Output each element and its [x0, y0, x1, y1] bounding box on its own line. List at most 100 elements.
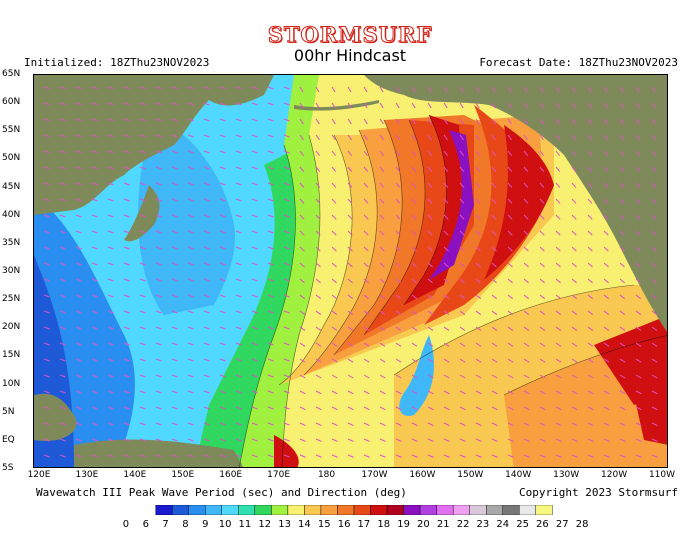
direction-vector	[603, 390, 610, 395]
direction-vector	[491, 134, 496, 141]
direction-vector	[507, 118, 512, 125]
direction-vector	[251, 166, 258, 170]
direction-vector	[587, 422, 594, 427]
direction-vector	[555, 342, 562, 347]
direction-vector	[507, 102, 512, 109]
direction-vector	[283, 214, 290, 218]
direction-vector	[491, 198, 497, 204]
direction-vector	[411, 326, 418, 331]
direction-vector	[299, 118, 304, 125]
direction-vector	[315, 310, 322, 315]
direction-vector	[315, 326, 322, 331]
direction-vector	[379, 374, 386, 379]
direction-vector	[235, 166, 242, 170]
direction-vector	[107, 86, 114, 90]
direction-vector	[571, 358, 578, 363]
direction-vector	[427, 150, 433, 157]
direction-vector	[395, 134, 400, 141]
direction-vector	[59, 326, 66, 330]
direction-vector	[379, 262, 385, 268]
direction-vector	[475, 246, 481, 252]
direction-vector	[187, 198, 194, 202]
direction-vector	[251, 230, 258, 234]
color-swatch	[403, 505, 421, 515]
lat-label: 30N	[2, 266, 21, 276]
direction-vector	[651, 198, 657, 204]
direction-vector	[523, 198, 529, 204]
direction-vector	[475, 102, 480, 109]
direction-vector	[491, 166, 497, 172]
direction-vector	[603, 214, 609, 220]
direction-vector	[91, 294, 98, 298]
lat-label: 60N	[2, 97, 21, 108]
direction-vector	[555, 406, 562, 411]
direction-vector	[587, 134, 592, 141]
direction-vector	[251, 118, 258, 122]
direction-vector	[539, 150, 545, 157]
direction-vector	[459, 230, 465, 236]
direction-vector	[555, 438, 562, 442]
direction-vector	[635, 406, 642, 411]
direction-vector	[539, 230, 545, 236]
direction-vector	[43, 454, 50, 458]
direction-vector	[59, 390, 66, 394]
direction-vector	[443, 390, 450, 395]
direction-vector	[603, 150, 609, 157]
direction-vector	[411, 278, 417, 284]
color-swatch	[535, 505, 553, 515]
direction-vector	[235, 278, 242, 282]
direction-vector	[651, 166, 657, 172]
direction-vector	[235, 134, 242, 138]
direction-vector	[395, 422, 402, 427]
direction-vector	[299, 374, 306, 379]
direction-vector	[187, 310, 194, 314]
direction-vector	[299, 102, 304, 109]
direction-vector	[587, 438, 594, 442]
direction-vector	[475, 150, 481, 157]
direction-vector	[235, 246, 242, 250]
direction-vector	[651, 246, 657, 252]
direction-vector	[347, 374, 354, 379]
direction-vector	[139, 406, 146, 410]
direction-vector	[427, 310, 434, 315]
direction-vector	[347, 438, 354, 442]
direction-vector	[603, 118, 608, 125]
direction-vector	[411, 166, 417, 172]
direction-vector	[459, 438, 466, 442]
direction-vector	[283, 294, 290, 298]
direction-vector	[587, 310, 594, 315]
direction-vector	[43, 262, 50, 266]
direction-vector	[171, 102, 178, 106]
direction-vector	[331, 86, 336, 93]
direction-vector	[331, 294, 338, 300]
direction-vector	[379, 422, 386, 427]
direction-vector	[171, 150, 178, 154]
direction-vector	[443, 374, 450, 379]
direction-vector	[155, 102, 162, 106]
direction-vector	[107, 358, 114, 362]
direction-vector	[635, 118, 640, 125]
direction-vector	[587, 182, 593, 188]
direction-vector	[459, 294, 466, 300]
direction-vector	[507, 86, 512, 93]
direction-vector	[635, 166, 641, 172]
direction-vector	[523, 438, 530, 442]
direction-vector	[171, 294, 178, 298]
direction-vector	[155, 358, 162, 362]
direction-vector	[427, 454, 434, 458]
direction-vector	[187, 86, 194, 90]
direction-vector	[139, 310, 146, 314]
color-scale-label: 12	[258, 519, 272, 530]
direction-vector	[603, 86, 608, 93]
direction-vector	[411, 422, 418, 427]
direction-vector	[267, 422, 274, 426]
direction-vector	[443, 342, 450, 347]
direction-vector	[475, 166, 481, 172]
direction-vector	[235, 102, 242, 106]
direction-vector	[203, 102, 210, 106]
direction-vector	[395, 454, 402, 458]
direction-vector	[187, 438, 194, 442]
direction-vector	[91, 246, 98, 250]
direction-vector	[363, 198, 369, 204]
direction-vector	[91, 390, 98, 394]
